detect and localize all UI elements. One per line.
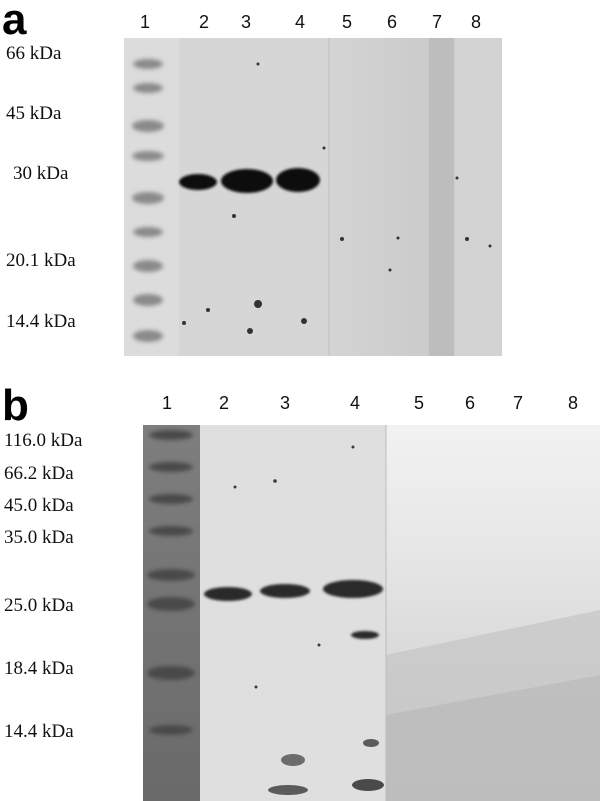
panel-a-sample-bands (179, 168, 320, 193)
panel-a-lane-4-label: 4 (294, 12, 306, 32)
panel-b-marker-18-4: 18.4 kDa (4, 658, 74, 679)
panel-b-lane-5-label: 5 (413, 393, 425, 413)
panel-a-lane-6-label: 6 (386, 12, 398, 32)
panel-b-marker-14-4: 14.4 kDa (4, 721, 74, 742)
panel-a-lane-5-label: 5 (341, 12, 353, 32)
panel-b-gel-image (143, 425, 600, 801)
panel-b-lane-2-label: 2 (218, 393, 230, 413)
panel-a-marker-20-1: 20.1 kDa (6, 250, 76, 271)
panel-a-marker-66: 66 kDa (6, 43, 62, 64)
panel-a-lane-7-label: 7 (431, 12, 443, 32)
panel-b-lane-1-label: 1 (161, 393, 173, 413)
panel-a-ladder-bands (132, 59, 164, 342)
panel-b-lane-8-label: 8 (567, 393, 579, 413)
panel-b-label: b (2, 381, 29, 430)
panel-b-specks (233, 445, 384, 795)
panel-b-marker-45: 45.0 kDa (4, 495, 74, 516)
panel-b-lane-7-label: 7 (512, 393, 524, 413)
panel-a-lane-8-label: 8 (470, 12, 482, 32)
panel-b-lane-6-label: 6 (464, 393, 476, 413)
panel-a-label: a (2, 0, 27, 44)
panel-b-lane-4-label: 4 (349, 393, 361, 413)
panel-a-lane-1-label: 1 (139, 12, 151, 32)
panel-b-marker-116: 116.0 kDa (4, 430, 83, 451)
panel-a-marker-30: 30 kDa (13, 163, 69, 184)
panel-a-lane-3-label: 3 (240, 12, 252, 32)
panel-b-marker-35: 35.0 kDa (4, 527, 74, 548)
panel-a-marker-45: 45 kDa (6, 103, 62, 124)
panel-a-lane-2-label: 2 (198, 12, 210, 32)
panel-b-marker-66-2: 66.2 kDa (4, 463, 74, 484)
panel-a-marker-14-4: 14.4 kDa (6, 311, 76, 332)
panel-b-ladder-bands (147, 430, 195, 735)
panel-a-gel-image (124, 38, 502, 356)
panel-b-lane-3-label: 3 (279, 393, 291, 413)
panel-b-sample-bands (204, 580, 383, 639)
panel-b-marker-25: 25.0 kDa (4, 595, 74, 616)
panel-a-specks (182, 62, 492, 334)
